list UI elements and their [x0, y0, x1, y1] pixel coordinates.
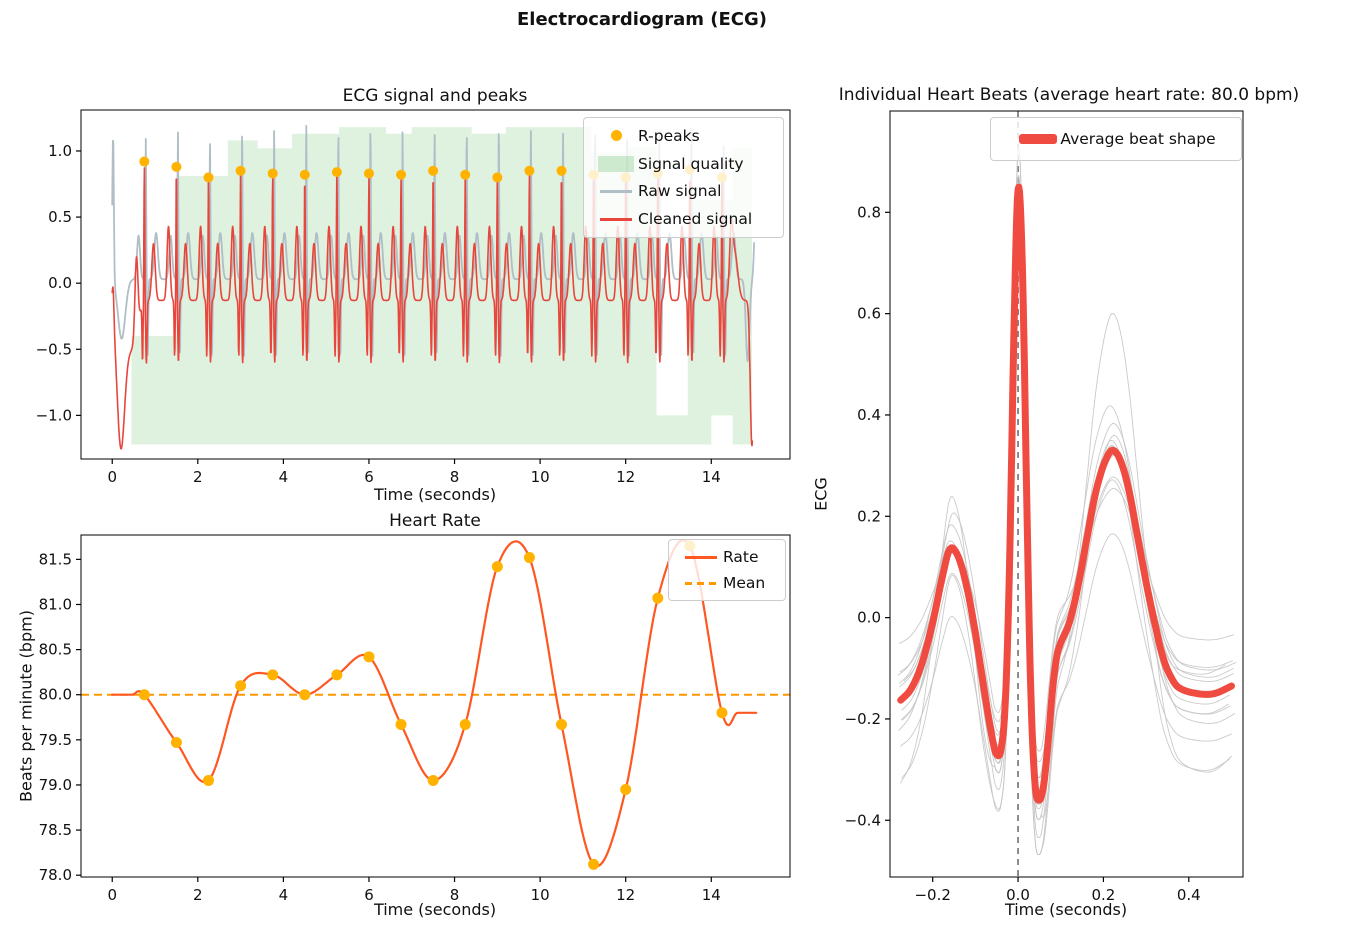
cleaned-signal-line-icon	[600, 217, 632, 221]
individual-beats-legend: Average beat shape	[990, 117, 1242, 161]
svg-text:−0.5: −0.5	[36, 340, 72, 358]
svg-text:78.0: 78.0	[39, 866, 72, 884]
legend-label: R-peaks	[638, 126, 700, 145]
svg-text:80.5: 80.5	[39, 641, 72, 659]
svg-text:−1.0: −1.0	[36, 406, 72, 424]
svg-text:8: 8	[450, 886, 460, 904]
signal-quality-patch-icon	[598, 155, 634, 172]
heart-rate-legend: Rate Mean	[668, 539, 786, 601]
legend-label: Rate	[723, 548, 759, 566]
svg-text:0.4: 0.4	[857, 406, 881, 424]
legend-item-mean: Mean	[679, 574, 775, 592]
svg-text:12: 12	[616, 886, 635, 904]
heart-rate-plot-title: Heart Rate	[389, 511, 481, 531]
svg-text:81.5: 81.5	[39, 550, 72, 568]
legend-label: Average beat shape	[1060, 130, 1216, 148]
svg-text:2: 2	[193, 886, 203, 904]
svg-text:8: 8	[450, 468, 460, 486]
heart-rate-xaxis-label: Time (seconds)	[373, 900, 497, 919]
individual-beats-xaxis-label: Time (seconds)	[1004, 900, 1128, 919]
legend-label: Raw signal	[638, 182, 722, 201]
svg-text:0.8: 0.8	[857, 203, 881, 221]
legend-item-signal-quality: Signal quality	[594, 155, 773, 173]
svg-text:4: 4	[279, 886, 289, 904]
legend-label: Signal quality	[638, 154, 744, 173]
average-beat-line-icon	[1019, 134, 1058, 144]
svg-text:12: 12	[616, 468, 635, 486]
svg-text:10: 10	[531, 468, 550, 486]
legend-label: Mean	[723, 574, 766, 592]
svg-text:79.5: 79.5	[39, 731, 72, 749]
ecg-plot-title: ECG signal and peaks	[342, 86, 528, 106]
svg-text:80.0: 80.0	[39, 686, 72, 704]
legend-item-raw-signal: Raw signal	[594, 182, 773, 200]
individual-beats-plot-title: Individual Heart Beats (average heart ra…	[838, 85, 1300, 105]
svg-text:10: 10	[531, 886, 550, 904]
svg-text:78.5: 78.5	[39, 821, 72, 839]
svg-text:0.0: 0.0	[857, 609, 881, 627]
legend-item-rate: Rate	[679, 548, 775, 566]
rate-line-icon	[685, 555, 717, 559]
svg-text:4: 4	[279, 468, 289, 486]
ecg-legend: R-peaks Signal quality Raw signal Cleane…	[583, 117, 784, 238]
raw-signal-line-icon	[600, 189, 632, 193]
svg-text:14: 14	[702, 468, 721, 486]
legend-label: Cleaned signal	[638, 210, 753, 229]
svg-text:0: 0	[107, 886, 117, 904]
legend-item-cleaned-signal: Cleaned signal	[594, 210, 773, 228]
figure-title: Electrocardiogram (ECG)	[517, 9, 767, 30]
individual-beats-yaxis-label: ECG	[811, 477, 831, 511]
svg-text:1.0: 1.0	[48, 142, 72, 160]
heart-rate-yaxis-label: Beats per minute (bpm)	[16, 610, 36, 802]
svg-text:0.0: 0.0	[1006, 886, 1030, 904]
svg-text:14: 14	[702, 886, 721, 904]
svg-text:0.4: 0.4	[1177, 886, 1201, 904]
svg-text:−0.2: −0.2	[914, 886, 950, 904]
svg-text:0.6: 0.6	[857, 305, 881, 323]
r-peaks-marker-icon	[610, 130, 622, 142]
svg-text:0: 0	[107, 468, 117, 486]
svg-text:81.0: 81.0	[39, 595, 72, 613]
svg-text:0.0: 0.0	[48, 274, 72, 292]
ecg-xaxis-label: Time (seconds)	[373, 485, 497, 504]
mean-line-icon	[685, 581, 717, 585]
svg-text:2: 2	[193, 468, 203, 486]
legend-item-r-peaks: R-peaks	[594, 127, 773, 145]
svg-text:−0.4: −0.4	[845, 811, 881, 829]
svg-text:0.2: 0.2	[857, 507, 881, 525]
svg-text:0.5: 0.5	[48, 208, 72, 226]
svg-text:−0.2: −0.2	[845, 710, 881, 728]
svg-text:79.0: 79.0	[39, 776, 72, 794]
legend-item-average-beat-shape: Average beat shape	[1016, 130, 1216, 148]
svg-text:6: 6	[364, 886, 374, 904]
svg-text:0.2: 0.2	[1091, 886, 1115, 904]
svg-text:6: 6	[364, 468, 374, 486]
